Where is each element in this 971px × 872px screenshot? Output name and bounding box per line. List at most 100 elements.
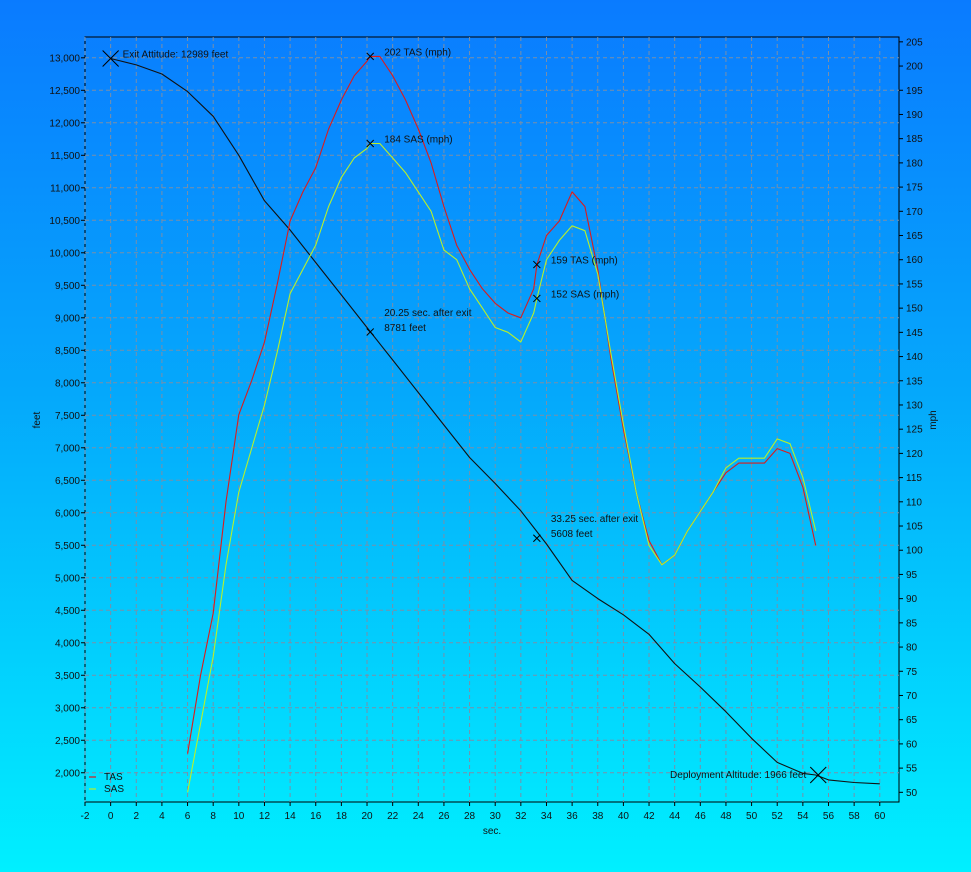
y-right-tick-label: 155 xyxy=(906,279,923,290)
y-right-tick-label: 175 xyxy=(906,183,923,194)
annotation-label: 8781 feet xyxy=(384,323,426,334)
annotation-marker xyxy=(533,534,541,543)
y-left-tick-label: 10,000 xyxy=(49,248,80,259)
y-right-tick-label: 110 xyxy=(906,497,922,508)
x-tick-label: 36 xyxy=(567,811,579,822)
annotation-marker xyxy=(102,50,119,67)
x-tick-label: 38 xyxy=(592,811,604,822)
y-right-tick-label: 185 xyxy=(906,134,923,145)
annotation-label: 184 SAS (mph) xyxy=(384,135,452,146)
y-left-tick-label: 7,500 xyxy=(55,411,80,422)
y-right-tick-label: 125 xyxy=(906,425,923,436)
x-tick-label: 14 xyxy=(285,811,297,822)
x-tick-label: 2 xyxy=(133,811,139,822)
grid-lines xyxy=(84,37,899,802)
annotation-label: 159 TAS (mph) xyxy=(551,256,618,267)
y-right-axis-ticks: 50 55 60 65 70 75 80 85 90 95 100 105 110 115 120 125 13… xyxy=(899,37,923,799)
x-tick-label: 42 xyxy=(643,811,655,822)
y-right-tick-label: 145 xyxy=(906,328,923,339)
y-left-tick-label: 5,000 xyxy=(55,573,80,584)
y-left-tick-label: 2,000 xyxy=(55,768,80,779)
y-left-tick-label: 12,000 xyxy=(49,118,80,129)
annotation-label: 33.25 sec. after exit xyxy=(551,514,638,525)
x-tick-label: 12 xyxy=(259,811,271,822)
y-right-tick-label: 90 xyxy=(906,594,918,605)
y-right-tick-label: 135 xyxy=(906,376,923,387)
y-left-tick-label: 2,500 xyxy=(55,736,80,747)
y-left-tick-label: 6,500 xyxy=(55,476,80,487)
y-right-tick-label: 130 xyxy=(906,400,923,411)
x-tick-label: 18 xyxy=(336,811,348,822)
y-right-tick-label: 60 xyxy=(906,739,918,750)
y-right-tick-label: 70 xyxy=(906,691,918,702)
y-right-tick-label: 80 xyxy=(906,643,918,654)
y-right-tick-label: 115 xyxy=(906,473,922,484)
y-left-tick-label: 11,000 xyxy=(50,183,80,194)
x-tick-label: 46 xyxy=(695,811,707,822)
y-right-tick-label: 160 xyxy=(906,255,923,266)
y-left-tick-label: 8,000 xyxy=(55,378,80,389)
y-right-tick-label: 200 xyxy=(906,62,923,73)
x-tick-label: 60 xyxy=(874,811,886,822)
x-tick-label: 24 xyxy=(413,811,425,822)
y-left-tick-label: 9,500 xyxy=(55,281,80,292)
y-right-tick-label: 100 xyxy=(906,546,923,557)
series-layer xyxy=(110,55,880,793)
y-left-tick-label: 11,500 xyxy=(50,151,80,162)
x-tick-label: 16 xyxy=(310,811,322,822)
x-tick-label: 48 xyxy=(720,811,732,822)
y-right-tick-label: 105 xyxy=(906,522,923,533)
y-right-tick-label: 65 xyxy=(906,715,918,726)
y-left-tick-label: 13,000 xyxy=(49,53,80,64)
y-right-tick-label: 180 xyxy=(906,158,923,169)
x-tick-label: 4 xyxy=(159,811,165,822)
y-left-tick-label: 8,500 xyxy=(55,346,80,357)
y-left-tick-label: 5,500 xyxy=(55,541,80,552)
y-left-tick-label: 4,500 xyxy=(55,606,80,617)
plot-area xyxy=(84,36,900,803)
y-left-tick-label: 12,500 xyxy=(49,86,80,97)
y-left-axis-ticks: 2,000 2,500 3,000 3,500 4,000 4,500 5,000 5,500… xyxy=(49,53,85,779)
y-left-tick-label: 10,500 xyxy=(49,216,80,227)
x-tick-label: -2 xyxy=(81,811,90,822)
y-right-tick-label: 140 xyxy=(906,352,923,363)
y-left-tick-label: 6,000 xyxy=(55,508,80,519)
x-tick-label: 34 xyxy=(541,811,553,822)
x-tick-label: 52 xyxy=(772,811,784,822)
annotation-marker xyxy=(533,294,541,303)
x-tick-label: 40 xyxy=(618,811,630,822)
annotation-label: 5608 feet xyxy=(551,529,593,540)
x-tick-label: 56 xyxy=(823,811,835,822)
y-right-tick-label: 75 xyxy=(906,667,918,678)
x-tick-label: 28 xyxy=(464,811,476,822)
x-tick-label: 30 xyxy=(490,811,502,822)
y-right-tick-label: 120 xyxy=(906,449,923,460)
x-tick-label: 8 xyxy=(210,811,216,822)
y-left-tick-label: 3,500 xyxy=(55,671,80,682)
y-left-tick-label: 9,000 xyxy=(55,313,80,324)
x-tick-label: 26 xyxy=(438,811,450,822)
y-right-axis-label: mph xyxy=(928,410,939,429)
y-left-tick-label: 3,000 xyxy=(55,703,80,714)
y-left-axis-label: feet xyxy=(32,411,43,428)
x-tick-label: 44 xyxy=(669,811,681,822)
annotation-marker xyxy=(366,139,375,148)
x-axis-label: sec. xyxy=(483,826,501,837)
series-line-sas xyxy=(187,142,817,793)
x-tick-label: 50 xyxy=(746,811,758,822)
x-tick-label: 58 xyxy=(849,811,861,822)
annotation-marker xyxy=(366,52,375,61)
annotation-marker xyxy=(809,766,827,784)
annotation-label: Exit Attitude: 12989 feet xyxy=(123,50,229,61)
y-right-tick-label: 50 xyxy=(906,788,918,799)
annotation-label: Deployment Altitude: 1966 feet xyxy=(670,770,806,781)
x-tick-label: 22 xyxy=(387,811,399,822)
y-right-tick-label: 205 xyxy=(906,37,923,48)
annotation-marker xyxy=(366,328,375,336)
x-tick-label: 20 xyxy=(361,811,373,822)
series-line-altitude xyxy=(110,57,880,785)
y-right-tick-label: 95 xyxy=(906,570,918,581)
y-left-tick-label: 7,000 xyxy=(55,443,80,454)
annotation-layer: Exit Attitude: 12989 feet 202 TAS (mph) 18… xyxy=(102,47,827,784)
